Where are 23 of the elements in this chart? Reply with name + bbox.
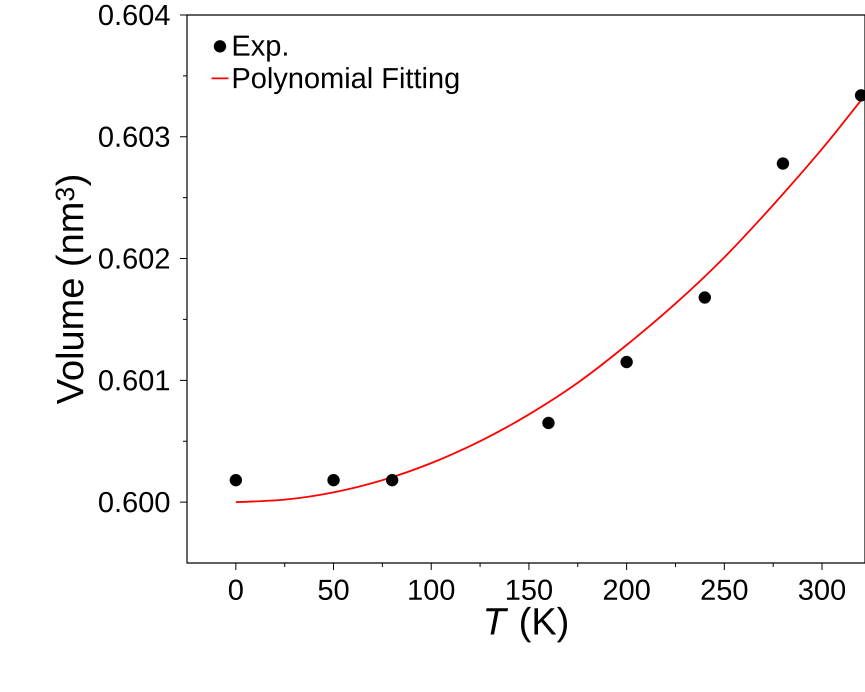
legend-label: Polynomial Fitting (234, 67, 458, 94)
y-tick-label: 0.601 (99, 370, 170, 391)
point (698, 291, 711, 304)
x-tick-label: 200 (604, 580, 650, 600)
y-tick-label: 0.600 (99, 492, 170, 512)
point (230, 474, 242, 486)
y-tick-label: 0.603 (99, 126, 170, 148)
point (542, 416, 555, 430)
point (386, 474, 398, 486)
x-tick-label: 300 (798, 580, 846, 600)
x-tick-label: 100 (409, 580, 454, 600)
x-tick-label: 50 (318, 580, 349, 600)
y-axis-title: Volume (nm$^{3}$) (56, 176, 92, 404)
x-tick-label: 250 (702, 580, 748, 600)
point (620, 356, 633, 368)
x-tick-label: 150 (506, 580, 552, 600)
x-axis-title: T (K) (486, 606, 567, 642)
y-tick-label: 0.602 (99, 248, 169, 269)
point (776, 157, 790, 170)
y-tick-label: 0.604 (99, 4, 170, 26)
point (327, 474, 340, 486)
legend-label: Exp. (234, 36, 287, 62)
x-tick-label: 0 (228, 580, 243, 600)
